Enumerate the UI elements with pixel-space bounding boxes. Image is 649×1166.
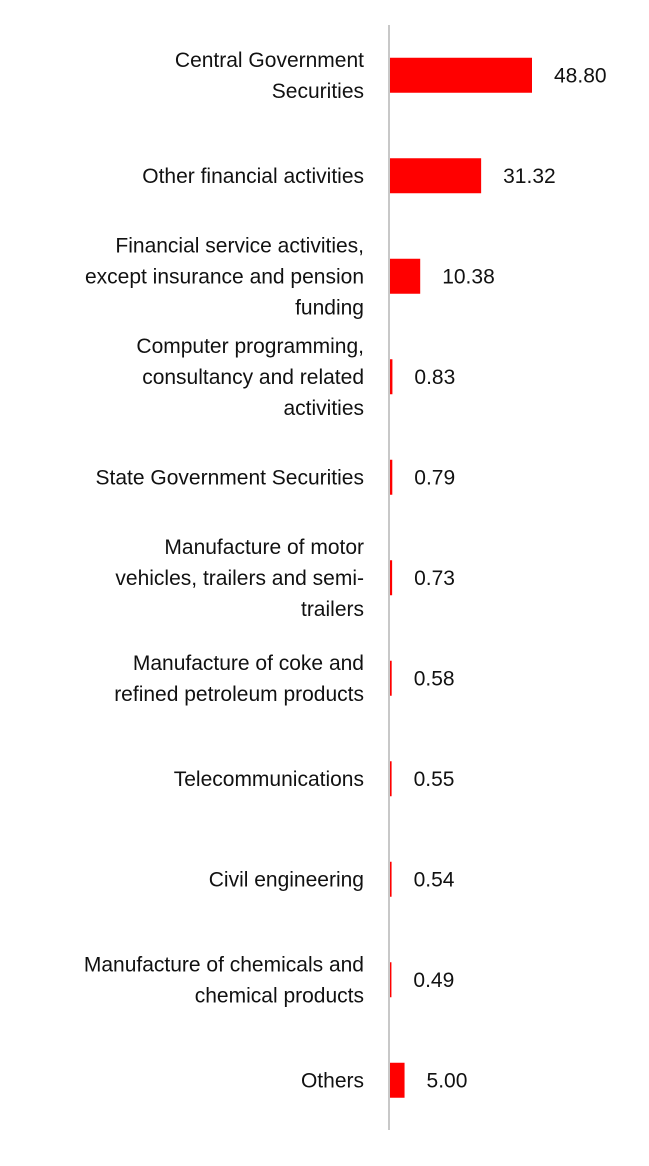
- value-label: 0.54: [414, 868, 455, 891]
- category-label-line: Manufacture of coke and: [133, 652, 364, 675]
- category-label-line: funding: [295, 296, 364, 319]
- bar: [390, 761, 392, 797]
- bar: [390, 962, 392, 998]
- value-label: 5.00: [427, 1069, 468, 1092]
- category-label-line: State Government Securities: [96, 466, 364, 489]
- category-label: Central Government Securities: [175, 49, 364, 103]
- value-label: 0.79: [414, 466, 455, 489]
- category-label-line: Others: [301, 1069, 364, 1092]
- category-label: Others: [301, 1069, 364, 1092]
- value-label: 31.32: [503, 165, 556, 188]
- bar: [390, 660, 392, 696]
- category-label-line: Financial service activities,: [115, 234, 364, 257]
- category-label: State Government Securities: [96, 466, 364, 489]
- category-label-line: Other financial activities: [142, 165, 364, 188]
- category-label-line: Manufacture of motor: [164, 536, 364, 559]
- category-label-line: consultancy and related: [142, 366, 364, 389]
- bar: [390, 57, 532, 93]
- category-label: Manufacture of coke and refined petroleum…: [114, 652, 364, 706]
- bar: [390, 861, 392, 897]
- category-label: Civil engineering: [209, 868, 364, 891]
- category-label-line: Manufacture of chemicals and: [84, 953, 364, 976]
- value-label: 0.55: [414, 768, 455, 791]
- value-label: 0.49: [413, 969, 454, 992]
- value-label: 0.58: [414, 667, 455, 690]
- category-label-line: trailers: [301, 598, 364, 621]
- category-label-line: Securities: [272, 80, 364, 103]
- value-label: 0.73: [414, 567, 455, 590]
- bars-group: [390, 57, 532, 1098]
- category-label-line: Central Government: [175, 49, 364, 72]
- category-label-line: Telecommunications: [174, 768, 364, 791]
- bar: [390, 359, 393, 395]
- bar: [390, 258, 421, 294]
- category-label-line: activities: [283, 397, 364, 420]
- value-labels-group: 48.80 31.32 10.38 0.83 0.79 0.73 0.58 0.55 0.54 0…: [413, 64, 606, 1092]
- bar: [390, 560, 393, 596]
- category-label-line: vehicles, trailers and semi-: [115, 567, 364, 590]
- value-label: 10.38: [442, 265, 495, 288]
- category-label: Manufacture of motor vehicles, trailers a…: [115, 536, 364, 621]
- category-label: Computer programming, consultancy and rel…: [136, 335, 364, 420]
- bar: [390, 158, 482, 194]
- category-label: Other financial activities: [142, 165, 364, 188]
- category-label: Financial service activities, except insu…: [85, 234, 364, 319]
- category-label-line: Computer programming,: [136, 335, 364, 358]
- category-label-line: Civil engineering: [209, 868, 364, 891]
- bar: [390, 1062, 405, 1098]
- value-label: 48.80: [554, 64, 607, 87]
- category-label: Telecommunications: [174, 768, 364, 791]
- bar: [390, 459, 393, 495]
- category-label-line: chemical products: [195, 984, 364, 1007]
- category-labels-group: Central Government Securities Other financ…: [84, 49, 364, 1093]
- category-label-line: refined petroleum products: [114, 683, 364, 706]
- category-label: Manufacture of chemicals and chemical pro…: [84, 953, 364, 1007]
- value-label: 0.83: [414, 366, 455, 389]
- category-label-line: except insurance and pension: [85, 265, 364, 288]
